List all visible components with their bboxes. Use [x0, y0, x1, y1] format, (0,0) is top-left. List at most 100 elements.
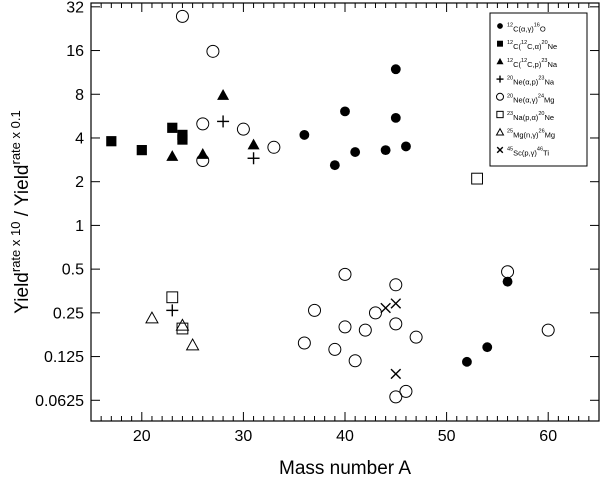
y-title-sup1: rate x 10: [8, 222, 23, 273]
legend-label: 45Sc(p,γ)46Ti: [507, 146, 549, 157]
x-tick-label: 60: [539, 428, 557, 445]
data-point-filled-circle: [482, 342, 493, 353]
legend-marker: [495, 127, 505, 136]
legend-marker: [496, 146, 504, 154]
data-point-open-circle: [541, 323, 555, 337]
data-point-open-circle: [389, 317, 403, 331]
data-point-filled-square: [106, 136, 117, 147]
y-tick-label: 0.125: [44, 349, 84, 366]
data-point-filled-circle: [340, 106, 350, 117]
data-point-filled-circle: [390, 112, 401, 123]
x-tick-label: 50: [438, 428, 456, 445]
data-point-open-circle: [368, 306, 382, 320]
y-tick-label: 1: [75, 218, 84, 235]
data-point-cross: [390, 298, 402, 309]
data-points: [106, 9, 555, 404]
data-point-open-circle: [175, 9, 189, 23]
data-point-plus: [166, 304, 179, 317]
data-point-open-circle: [236, 122, 250, 136]
y-axis-title: Yieldrate x 10 / Yieldrate x 0.1: [8, 110, 33, 313]
y-tick-label: 0.5: [62, 262, 84, 279]
data-point-open-triangle: [185, 338, 200, 351]
legend-item: 20Ne(α,γ)24Mg: [496, 92, 554, 104]
data-point-cross: [390, 368, 402, 380]
data-point-filled-triangle: [196, 148, 209, 159]
legend-marker: [496, 110, 504, 119]
legend-label: 20Ne(α,γ)24Mg: [507, 93, 554, 104]
data-point-open-circle: [348, 354, 362, 368]
legend-label: 12C(12C,p)23Na: [507, 58, 558, 69]
y-tick-label: 4: [75, 130, 84, 147]
y-tick-label: 2: [75, 174, 84, 191]
y-tick-label: 8: [75, 87, 84, 104]
data-point-filled-circle: [401, 141, 411, 152]
data-point-plus: [247, 152, 260, 165]
data-point-filled-square: [136, 145, 147, 156]
y-title-separator: /: [12, 206, 33, 222]
data-point-filled-circle: [380, 145, 391, 156]
legend-item: 12C(12C,p)23Na: [496, 57, 558, 69]
data-point-open-circle: [196, 117, 210, 131]
data-point-open-circle: [358, 323, 372, 337]
legend-item: 20Ne(α,p)23Na: [496, 75, 555, 87]
legend-marker: [496, 75, 504, 83]
data-point-open-circle: [409, 330, 423, 344]
data-point-open-triangle: [145, 311, 159, 324]
legend-item: 23Na(p,α)20Ne: [496, 110, 554, 122]
data-point-filled-triangle: [166, 150, 179, 161]
data-point-filled-circle: [390, 64, 401, 75]
legend-item: 12C(α,γ)16O: [497, 23, 546, 34]
y-title-sup2: rate x 0.1: [8, 110, 23, 164]
x-tick-label: 30: [235, 428, 253, 445]
data-point-open-square: [166, 291, 179, 304]
y-title-base1: Yield: [12, 272, 33, 314]
data-point-filled-circle: [502, 276, 513, 287]
x-axis: 20 30 40 50 60: [100, 3, 590, 445]
data-point-open-square: [176, 322, 189, 335]
y-tick-label: 0.0625: [35, 393, 84, 410]
data-point-open-circle: [338, 267, 352, 281]
y-tick-label: 32: [66, 0, 84, 16]
data-point-open-triangle: [175, 318, 190, 331]
data-point-open-circle: [196, 153, 210, 167]
legend-marker: [496, 57, 504, 65]
legend-marker: [497, 40, 503, 47]
data-point-filled-circle: [462, 356, 472, 367]
legend-label: 23Na(p,α)20Ne: [507, 111, 554, 122]
legend-item: 12C(12C,α)20Ne: [497, 40, 557, 51]
y-axis: 0.0625 0.125 0.25 0.5 1 2 4 8 16 32: [35, 0, 599, 410]
data-point-plus: [217, 115, 230, 128]
data-point-open-circle: [328, 342, 342, 356]
legend-box: [489, 12, 588, 167]
x-tick-label: 20: [133, 428, 151, 445]
data-point-open-circle: [206, 44, 220, 58]
data-point-filled-triangle: [217, 89, 230, 100]
data-point-filled-square: [167, 122, 178, 133]
data-point-filled-triangle: [247, 138, 260, 150]
data-point-open-square: [471, 172, 483, 185]
data-point-open-circle: [389, 390, 403, 404]
y-title-base2: Yield: [12, 165, 33, 207]
data-point-open-circle: [308, 303, 322, 317]
data-point-open-circle: [501, 265, 515, 279]
y-tick-label: 16: [66, 43, 84, 60]
x-tick-label: 40: [336, 428, 354, 445]
y-tick-label: 0.25: [53, 305, 84, 322]
legend-marker: [496, 92, 504, 101]
data-point-open-circle: [389, 278, 403, 292]
legend-label: 20Ne(α,p)23Na: [507, 76, 555, 87]
data-point-filled-circle: [329, 160, 340, 171]
legend-item: 45Sc(p,γ)46Ti: [496, 146, 549, 157]
legend-item: 25Mg(n,γ)26Mg: [495, 127, 555, 140]
legend-label: 25Mg(n,γ)26Mg: [507, 129, 555, 140]
data-point-open-circle: [338, 320, 352, 334]
data-point-filled-square: [177, 129, 188, 140]
legend-label: 12C(α,γ)16O: [507, 23, 546, 34]
legend-label: 12C(12C,α)20Ne: [507, 40, 557, 51]
data-point-open-circle: [267, 140, 281, 154]
legend-marker: [497, 23, 503, 29]
data-point-open-circle: [297, 336, 311, 350]
data-point-cross: [380, 302, 391, 314]
data-point-filled-circle: [350, 147, 361, 157]
